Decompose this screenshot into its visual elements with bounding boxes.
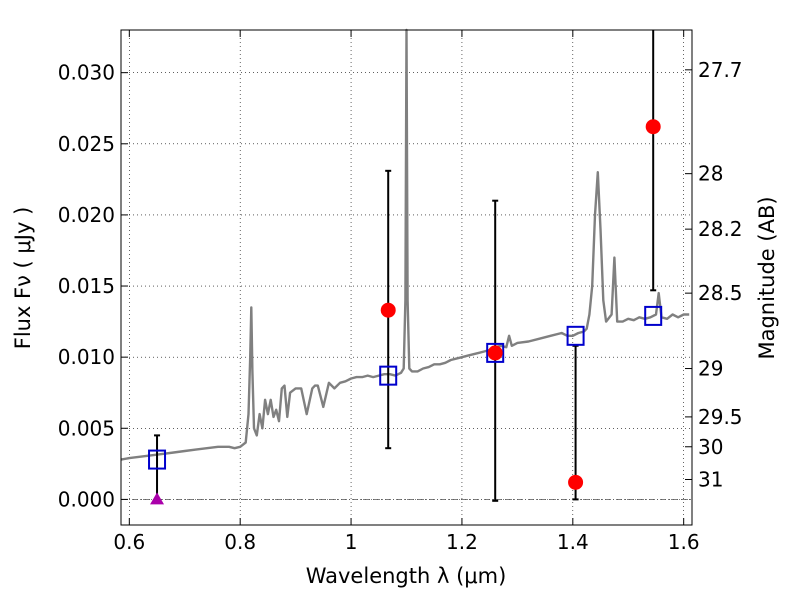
y-tick-label: 0.025 (58, 132, 115, 156)
right-tick-label: 29.5 (698, 405, 743, 429)
errorbars-group (154, 30, 657, 502)
model-squares-group (148, 305, 663, 470)
y-tick-label: 0.010 (58, 345, 115, 369)
model-square (148, 449, 167, 470)
model-square (566, 325, 585, 346)
y-tick-label: 0.020 (58, 203, 115, 227)
x-tick-labels: 0.6 0.8 1 1.2 1.4 1.6 (113, 530, 699, 554)
right-tick-label: 31 (698, 467, 723, 491)
right-tick-label: 27.7 (698, 58, 743, 82)
y-tick-labels: 0.000 0.005 0.010 0.015 0.020 0.025 0.030 (58, 61, 115, 512)
y-tick-label: 0.005 (58, 416, 115, 440)
upper-limit-group (150, 492, 165, 505)
right-tick-label: 28.2 (698, 217, 743, 241)
x-tick-label: 1.2 (446, 530, 478, 554)
plot-frame (120, 29, 693, 526)
right-tick-label: 28 (698, 162, 723, 186)
x-tick-label: 1 (345, 530, 358, 554)
y-tick-label: 0.030 (58, 61, 115, 85)
model-square (644, 305, 663, 326)
y-tick-label: 0.000 (58, 487, 115, 511)
x-tick-label: 1.6 (668, 530, 700, 554)
observed-point (380, 302, 396, 318)
spectrum-line (120, 28, 690, 461)
observed-point (645, 119, 661, 135)
right-tick-label: 30 (698, 435, 723, 459)
y-axis-title: Flux Fν ( μJy ) (11, 207, 35, 350)
observed-point (568, 474, 584, 490)
right-tick-label: 29 (698, 357, 723, 381)
model-square (486, 342, 505, 363)
model-square (379, 365, 398, 386)
axis-ticks (121, 30, 692, 525)
observed-points-group (380, 119, 661, 490)
x-tick-label: 0.6 (113, 530, 145, 554)
grid-lines (121, 30, 692, 525)
right-tick-labels: 27.7 28 28.2 28.5 29 29.5 30 31 (698, 58, 743, 492)
y-tick-label: 0.015 (58, 274, 115, 298)
observed-point (487, 345, 503, 361)
x-axis-title: Wavelength λ (μm) (306, 564, 507, 588)
x-tick-label: 0.8 (224, 530, 256, 554)
upper-limit-triangle (150, 492, 165, 505)
x-tick-label: 1.4 (557, 530, 589, 554)
right-tick-label: 28.5 (698, 281, 743, 305)
spectrum-group (120, 28, 690, 461)
right-axis-title: Magnitude (AB) (755, 196, 779, 359)
